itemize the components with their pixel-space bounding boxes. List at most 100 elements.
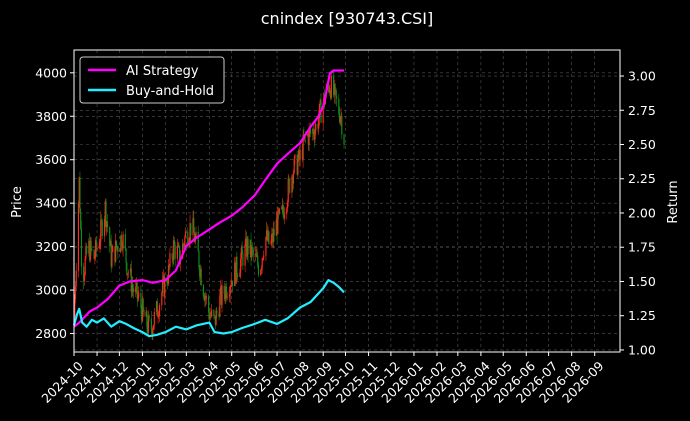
candle-body-2025-08-12 [307,134,309,145]
candle-body-2025-08-27 [318,103,321,119]
candle-body-2025-01-27 [161,293,163,305]
candle-body-2025-01-08 [147,327,149,333]
candle-body-2025-07-07 [280,207,283,209]
candle-body-2025-06-18 [266,229,269,241]
candle-body-2025-07-24 [293,158,295,174]
candle-body-2025-04-15 [219,295,221,317]
candle-body-2024-11-15 [106,221,109,228]
candle-body-2025-03-26 [204,295,206,301]
candle-body-2025-06-03 [255,253,257,257]
candle-body-2025-03-03 [187,231,189,245]
candle-body-2025-03-11 [193,218,195,233]
candle-body-2025-04-10 [215,310,217,326]
candle-body-2025-03-19 [199,267,201,277]
candle-body-2025-01-13 [150,318,152,330]
candle-body-2025-07-02 [277,209,279,235]
candle-body-2025-09-26 [341,115,343,135]
candle-body-2025-04-09 [214,315,216,326]
candle-body-2025-03-05 [188,239,190,244]
candle-body-2025-02-10 [171,253,173,259]
y-tick-label-right-2.25: 2.25 [628,171,656,186]
candle-body-2025-06-20 [268,231,270,244]
candle-body-2025-07-09 [282,205,284,212]
candle-body-2025-06-09 [260,270,262,275]
candle-body-2024-11-08 [101,221,103,237]
candle-body-2025-02-24 [182,243,184,259]
y-tick-label-right-2.5: 2.50 [628,137,656,152]
candle-body-2024-10-09 [79,177,81,213]
ai-strategy-line [73,69,344,328]
candle-body-2025-08-25 [317,123,319,129]
candle-body-2025-07-25 [294,154,296,159]
candle-body-2025-07-15 [286,202,289,209]
candle-body-2025-01-03 [143,309,145,317]
candle-body-2025-07-30 [298,149,300,161]
candle-body-2025-02-27 [184,236,186,247]
candle-body-2025-05-06 [234,262,237,284]
candle-body-2025-07-22 [292,176,294,184]
candle-body-2025-06-27 [273,229,275,236]
candle-body-2025-03-06 [189,223,191,240]
candle-body-2024-12-16 [129,268,132,273]
candle-body-2024-10-16 [84,258,86,276]
candle-body-2025-07-04 [278,208,280,214]
candle-body-2025-07-29 [297,160,299,175]
candle-body-2024-10-03 [74,285,77,300]
candle-body-2024-10-22 [89,240,91,261]
y-tick-label-right-3: 3.00 [628,69,656,84]
candle-body-2025-07-01 [276,219,278,235]
candle-body-2024-10-30 [94,240,97,258]
candle-body-2025-04-16 [219,287,222,296]
y-tick-label-left-2800: 2800 [35,326,67,341]
candle-body-2025-05-09 [237,275,239,277]
candle-body-2025-01-24 [158,304,161,316]
candle-body-2024-12-23 [135,286,137,293]
candle-body-2025-05-13 [240,258,242,273]
candle-body-2025-01-17 [153,312,155,325]
candle-body-2025-08-26 [318,118,320,129]
candle-body-2024-12-06 [122,234,124,249]
candle-body-2025-08-11 [306,134,309,136]
candle-body-2025-06-04 [256,255,258,257]
candle-body-2025-07-10 [283,211,285,219]
candle-body-2025-07-18 [289,179,291,193]
candle-body-2024-10-10 [80,212,82,229]
candle-body-2025-09-18 [335,88,337,97]
y-axis-label-right: Return [666,180,681,223]
candle-body-2024-11-26 [115,240,117,262]
candle-body-2025-05-21 [245,237,248,257]
candle-body-2024-12-02 [119,249,121,253]
candle-body-2024-10-11 [80,228,83,267]
candle-body-2025-08-04 [301,150,303,160]
candle-body-2024-11-25 [114,246,116,262]
candle-body-2024-11-19 [109,240,112,246]
candle-body-2025-02-12 [173,240,175,261]
candle-body-2025-01-31 [164,277,166,297]
candle-body-2024-12-10 [125,248,127,263]
candle-body-2025-06-11 [261,258,263,268]
candle-body-2025-06-17 [266,229,268,238]
candle-body-2025-02-26 [183,244,185,247]
candle-body-2025-04-28 [228,294,231,297]
candle-body-2024-12-27 [138,293,140,297]
candle-body-2025-04-21 [223,285,225,294]
candle-body-2025-04-25 [226,296,228,299]
candle-body-2024-11-07 [100,219,103,222]
candle-body-2025-02-05 [167,265,170,284]
candle-body-2025-09-23 [338,113,341,123]
candle-body-2025-04-01 [208,312,210,320]
candle-body-2025-05-29 [251,247,254,250]
candle-body-2025-05-14 [240,247,242,259]
candle-body-2025-06-24 [271,233,273,241]
candle-body-2025-09-08 [327,86,330,88]
candle-body-2025-01-09 [147,315,149,333]
candle-body-2025-05-08 [236,256,238,276]
candle-body-2025-08-19 [312,129,315,136]
candle-body-2025-04-04 [211,309,213,316]
y-tick-label-right-1.25: 1.25 [628,308,656,323]
candle-body-2024-10-23 [89,240,91,261]
candle-body-2025-08-05 [302,134,304,160]
candle-body-2025-08-28 [319,100,321,104]
candle-body-2025-05-01 [231,280,233,286]
